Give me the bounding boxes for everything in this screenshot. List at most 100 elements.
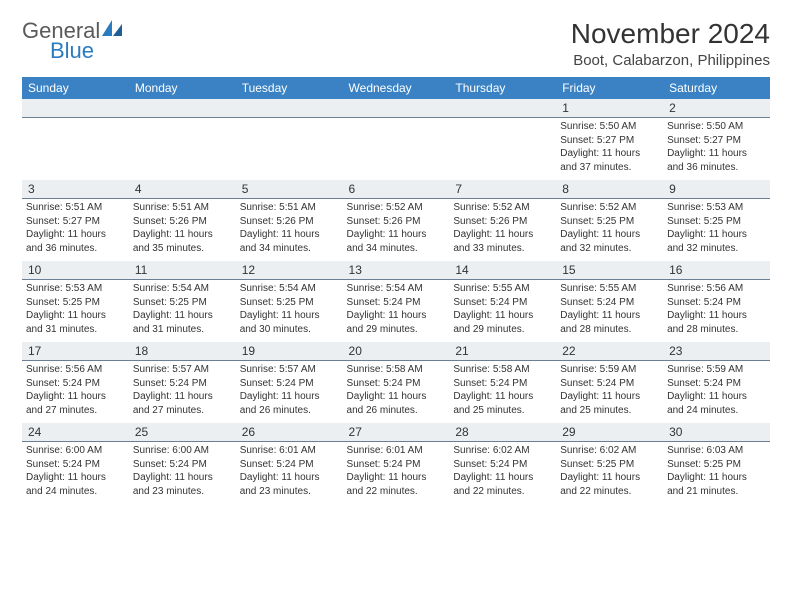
daylight-text: Daylight: 11 hours and 26 minutes. <box>347 390 446 417</box>
sunrise-text: Sunrise: 5:51 AM <box>133 201 232 215</box>
day-header-cell: Monday <box>129 77 236 99</box>
daylight-text: Daylight: 11 hours and 29 minutes. <box>453 309 552 336</box>
day-number-cell: 6 <box>343 180 450 199</box>
sunrise-text: Sunrise: 6:00 AM <box>26 444 125 458</box>
day-detail-cell: Sunrise: 6:02 AMSunset: 5:24 PMDaylight:… <box>449 442 556 505</box>
day-detail-cell: Sunrise: 5:52 AMSunset: 5:25 PMDaylight:… <box>556 199 663 262</box>
daylight-text: Daylight: 11 hours and 27 minutes. <box>133 390 232 417</box>
sunrise-text: Sunrise: 5:58 AM <box>453 363 552 377</box>
day-number-cell: 4 <box>129 180 236 199</box>
day-number-cell: 1 <box>556 99 663 118</box>
daylight-text: Daylight: 11 hours and 37 minutes. <box>560 147 659 174</box>
daylight-text: Daylight: 11 hours and 31 minutes. <box>26 309 125 336</box>
daylight-text: Daylight: 11 hours and 22 minutes. <box>453 471 552 498</box>
day-number-cell <box>22 99 129 118</box>
daylight-text: Daylight: 11 hours and 36 minutes. <box>26 228 125 255</box>
day-number-cell: 3 <box>22 180 129 199</box>
day-number-cell <box>129 99 236 118</box>
sunrise-text: Sunrise: 5:54 AM <box>240 282 339 296</box>
day-number-cell: 28 <box>449 423 556 442</box>
sunrise-text: Sunrise: 5:58 AM <box>347 363 446 377</box>
day-number-cell: 21 <box>449 342 556 361</box>
day-detail-row: Sunrise: 5:51 AMSunset: 5:27 PMDaylight:… <box>22 199 770 262</box>
day-number-cell: 7 <box>449 180 556 199</box>
sunrise-text: Sunrise: 6:02 AM <box>453 444 552 458</box>
daylight-text: Daylight: 11 hours and 22 minutes. <box>347 471 446 498</box>
sunrise-text: Sunrise: 5:50 AM <box>667 120 766 134</box>
sunrise-text: Sunrise: 5:52 AM <box>560 201 659 215</box>
daylight-text: Daylight: 11 hours and 28 minutes. <box>560 309 659 336</box>
day-number-cell: 30 <box>663 423 770 442</box>
daylight-text: Daylight: 11 hours and 27 minutes. <box>26 390 125 417</box>
day-detail-cell: Sunrise: 5:59 AMSunset: 5:24 PMDaylight:… <box>663 361 770 424</box>
daylight-text: Daylight: 11 hours and 34 minutes. <box>240 228 339 255</box>
day-number-cell: 23 <box>663 342 770 361</box>
day-number-row: 3456789 <box>22 180 770 199</box>
day-detail-cell: Sunrise: 6:00 AMSunset: 5:24 PMDaylight:… <box>129 442 236 505</box>
day-number-row: 24252627282930 <box>22 423 770 442</box>
day-detail-cell: Sunrise: 5:55 AMSunset: 5:24 PMDaylight:… <box>556 280 663 343</box>
sunset-text: Sunset: 5:24 PM <box>26 458 125 472</box>
day-detail-cell: Sunrise: 6:02 AMSunset: 5:25 PMDaylight:… <box>556 442 663 505</box>
sunrise-text: Sunrise: 5:53 AM <box>667 201 766 215</box>
sunset-text: Sunset: 5:24 PM <box>240 458 339 472</box>
day-detail-cell: Sunrise: 5:59 AMSunset: 5:24 PMDaylight:… <box>556 361 663 424</box>
day-detail-cell: Sunrise: 5:57 AMSunset: 5:24 PMDaylight:… <box>236 361 343 424</box>
sunrise-text: Sunrise: 5:54 AM <box>347 282 446 296</box>
day-number-cell: 27 <box>343 423 450 442</box>
day-number-row: 12 <box>22 99 770 118</box>
day-number-cell: 29 <box>556 423 663 442</box>
day-number-cell: 2 <box>663 99 770 118</box>
sunrise-text: Sunrise: 5:54 AM <box>133 282 232 296</box>
sunset-text: Sunset: 5:24 PM <box>453 296 552 310</box>
day-detail-cell: Sunrise: 5:51 AMSunset: 5:26 PMDaylight:… <box>129 199 236 262</box>
sunset-text: Sunset: 5:24 PM <box>347 377 446 391</box>
logo-sail-icon <box>102 20 124 43</box>
sunrise-text: Sunrise: 5:59 AM <box>667 363 766 377</box>
sunset-text: Sunset: 5:24 PM <box>240 377 339 391</box>
day-detail-cell: Sunrise: 5:52 AMSunset: 5:26 PMDaylight:… <box>343 199 450 262</box>
daylight-text: Daylight: 11 hours and 30 minutes. <box>240 309 339 336</box>
day-number-cell: 18 <box>129 342 236 361</box>
day-detail-cell: Sunrise: 5:54 AMSunset: 5:25 PMDaylight:… <box>129 280 236 343</box>
day-header-cell: Wednesday <box>343 77 450 99</box>
sunset-text: Sunset: 5:25 PM <box>560 458 659 472</box>
daylight-text: Daylight: 11 hours and 33 minutes. <box>453 228 552 255</box>
day-detail-cell <box>236 118 343 181</box>
sunset-text: Sunset: 5:24 PM <box>560 377 659 391</box>
day-detail-cell: Sunrise: 5:53 AMSunset: 5:25 PMDaylight:… <box>22 280 129 343</box>
daylight-text: Daylight: 11 hours and 23 minutes. <box>240 471 339 498</box>
day-detail-cell: Sunrise: 6:00 AMSunset: 5:24 PMDaylight:… <box>22 442 129 505</box>
sunrise-text: Sunrise: 5:50 AM <box>560 120 659 134</box>
sunrise-text: Sunrise: 5:55 AM <box>560 282 659 296</box>
day-detail-cell: Sunrise: 5:50 AMSunset: 5:27 PMDaylight:… <box>556 118 663 181</box>
day-header-row: SundayMondayTuesdayWednesdayThursdayFrid… <box>22 77 770 99</box>
day-detail-cell: Sunrise: 5:51 AMSunset: 5:27 PMDaylight:… <box>22 199 129 262</box>
day-detail-row: Sunrise: 5:53 AMSunset: 5:25 PMDaylight:… <box>22 280 770 343</box>
day-number-cell: 26 <box>236 423 343 442</box>
daylight-text: Daylight: 11 hours and 28 minutes. <box>667 309 766 336</box>
sunset-text: Sunset: 5:25 PM <box>26 296 125 310</box>
day-number-cell: 16 <box>663 261 770 280</box>
day-detail-cell <box>129 118 236 181</box>
day-detail-cell: Sunrise: 5:53 AMSunset: 5:25 PMDaylight:… <box>663 199 770 262</box>
daylight-text: Daylight: 11 hours and 25 minutes. <box>453 390 552 417</box>
sunrise-text: Sunrise: 5:52 AM <box>453 201 552 215</box>
sunrise-text: Sunrise: 5:51 AM <box>26 201 125 215</box>
sunset-text: Sunset: 5:24 PM <box>453 377 552 391</box>
sunset-text: Sunset: 5:26 PM <box>453 215 552 229</box>
sunset-text: Sunset: 5:24 PM <box>347 296 446 310</box>
day-detail-cell: Sunrise: 5:58 AMSunset: 5:24 PMDaylight:… <box>449 361 556 424</box>
daylight-text: Daylight: 11 hours and 32 minutes. <box>667 228 766 255</box>
day-detail-cell: Sunrise: 5:52 AMSunset: 5:26 PMDaylight:… <box>449 199 556 262</box>
day-detail-cell <box>343 118 450 181</box>
sunset-text: Sunset: 5:25 PM <box>560 215 659 229</box>
daylight-text: Daylight: 11 hours and 24 minutes. <box>26 471 125 498</box>
sunset-text: Sunset: 5:27 PM <box>667 134 766 148</box>
day-detail-cell: Sunrise: 5:58 AMSunset: 5:24 PMDaylight:… <box>343 361 450 424</box>
sunset-text: Sunset: 5:24 PM <box>667 296 766 310</box>
month-title: November 2024 <box>571 18 770 50</box>
sunset-text: Sunset: 5:27 PM <box>26 215 125 229</box>
daylight-text: Daylight: 11 hours and 36 minutes. <box>667 147 766 174</box>
day-header-cell: Friday <box>556 77 663 99</box>
